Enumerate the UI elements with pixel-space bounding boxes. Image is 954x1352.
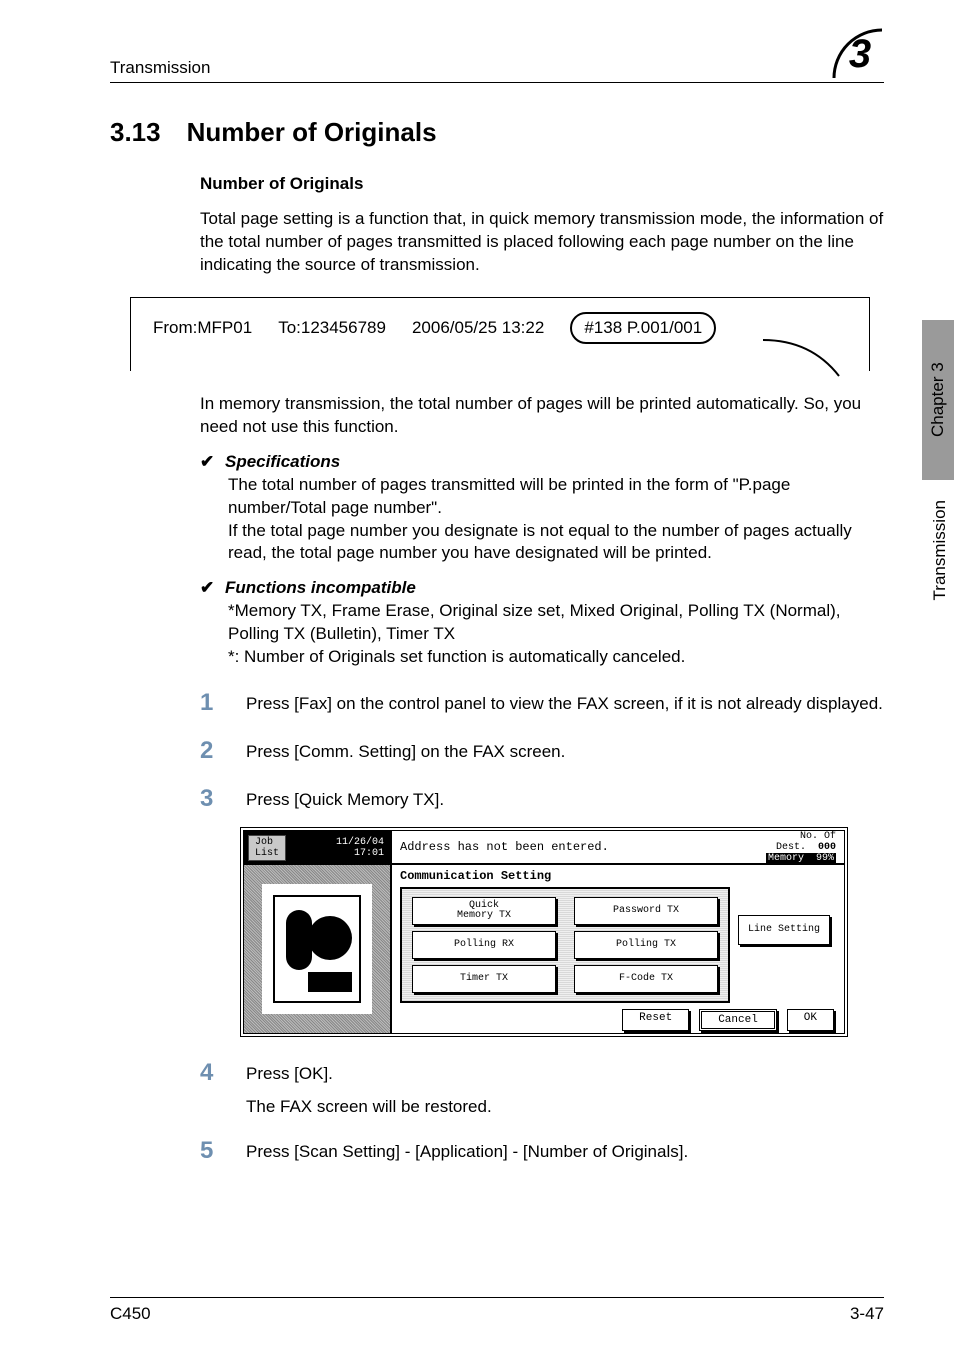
check-mark-icon: ✔	[200, 452, 214, 471]
func-body2: *: Number of Originals set function is a…	[228, 646, 884, 669]
lcd-section-title: Communication Setting	[400, 869, 836, 883]
polling-rx-button[interactable]: Polling RX	[412, 931, 556, 959]
fcode-tx-button[interactable]: F-Code TX	[574, 965, 718, 993]
step-num-2: 2	[200, 737, 218, 765]
step-4-text: Press [OK].	[246, 1059, 333, 1086]
func-body1: *Memory TX, Frame Erase, Original size s…	[228, 600, 884, 646]
step-5-text: Press [Scan Setting] - [Application] - […	[246, 1137, 688, 1164]
step-num-3: 3	[200, 785, 218, 813]
memory-note: In memory transmission, the total number…	[200, 393, 884, 439]
quick-memory-tx-button[interactable]: Quick Memory TX	[412, 897, 556, 925]
job-list-label: Job List	[248, 835, 286, 861]
document-preview-icon	[272, 894, 362, 1004]
line-setting-button[interactable]: Line Setting	[738, 915, 830, 945]
nodest-count: 000	[818, 842, 836, 853]
spec-body1: The total number of pages transmitted wi…	[228, 474, 884, 520]
sub-heading: Number of Originals	[200, 174, 884, 194]
memory-pct: 99%	[816, 853, 834, 864]
chapter-badge: 3	[836, 30, 884, 78]
fax-pageinfo-highlight: #138 P.001/001	[570, 312, 716, 344]
step-4-sub: The FAX screen will be restored.	[246, 1097, 884, 1117]
section-number: 3.13	[110, 117, 161, 148]
reset-button[interactable]: Reset	[622, 1009, 689, 1031]
callout-line-icon	[761, 338, 841, 378]
fax-datetime: 2006/05/25 13:22	[412, 318, 544, 338]
side-chapter-tab: Chapter 3	[922, 320, 954, 480]
footer-model: C450	[110, 1304, 151, 1324]
step-num-4: 4	[200, 1059, 218, 1087]
polling-tx-button[interactable]: Polling TX	[574, 931, 718, 959]
section-title: Number of Originals	[187, 117, 437, 148]
lcd-screen: Job List 11/26/04 17:01 Address has not …	[240, 827, 848, 1037]
password-tx-button[interactable]: Password TX	[574, 897, 718, 925]
memory-label: Memory	[768, 853, 804, 864]
fax-from: From:MFP01	[153, 318, 252, 338]
chapter-arc-icon	[830, 26, 886, 82]
lcd-datetime: 11/26/04 17:01	[292, 837, 386, 859]
func-label: Functions incompatible	[225, 578, 416, 597]
cancel-button[interactable]: Cancel	[699, 1009, 777, 1031]
side-section-label: Transmission	[930, 500, 950, 600]
step-1-text: Press [Fax] on the control panel to view…	[246, 689, 883, 716]
intro-paragraph: Total page setting is a function that, i…	[200, 208, 884, 277]
lcd-message: Address has not been entered.	[400, 840, 609, 854]
header-section: Transmission	[110, 58, 210, 78]
spec-body2: If the total page number you designate i…	[228, 520, 884, 566]
fax-header-example: From:MFP01 To:123456789 2006/05/25 13:22…	[130, 297, 870, 371]
lcd-preview-pane	[244, 865, 392, 1033]
timer-tx-button[interactable]: Timer TX	[412, 965, 556, 993]
step-num-1: 1	[200, 689, 218, 717]
step-3-text: Press [Quick Memory TX].	[246, 785, 444, 812]
fax-to: To:123456789	[278, 318, 386, 338]
lcd-job-list-tab[interactable]: Job List 11/26/04 17:01	[244, 831, 392, 865]
lcd-status-block: No. Of Dest. 000 Memory 99%	[766, 831, 836, 864]
step-2-text: Press [Comm. Setting] on the FAX screen.	[246, 737, 565, 764]
footer-page: 3-47	[850, 1304, 884, 1324]
spec-label: Specifications	[225, 452, 340, 471]
ok-button[interactable]: OK	[787, 1009, 834, 1031]
check-mark-icon: ✔	[200, 578, 214, 597]
step-num-5: 5	[200, 1137, 218, 1165]
fax-pageinfo: #138 P.001/001	[584, 318, 702, 337]
